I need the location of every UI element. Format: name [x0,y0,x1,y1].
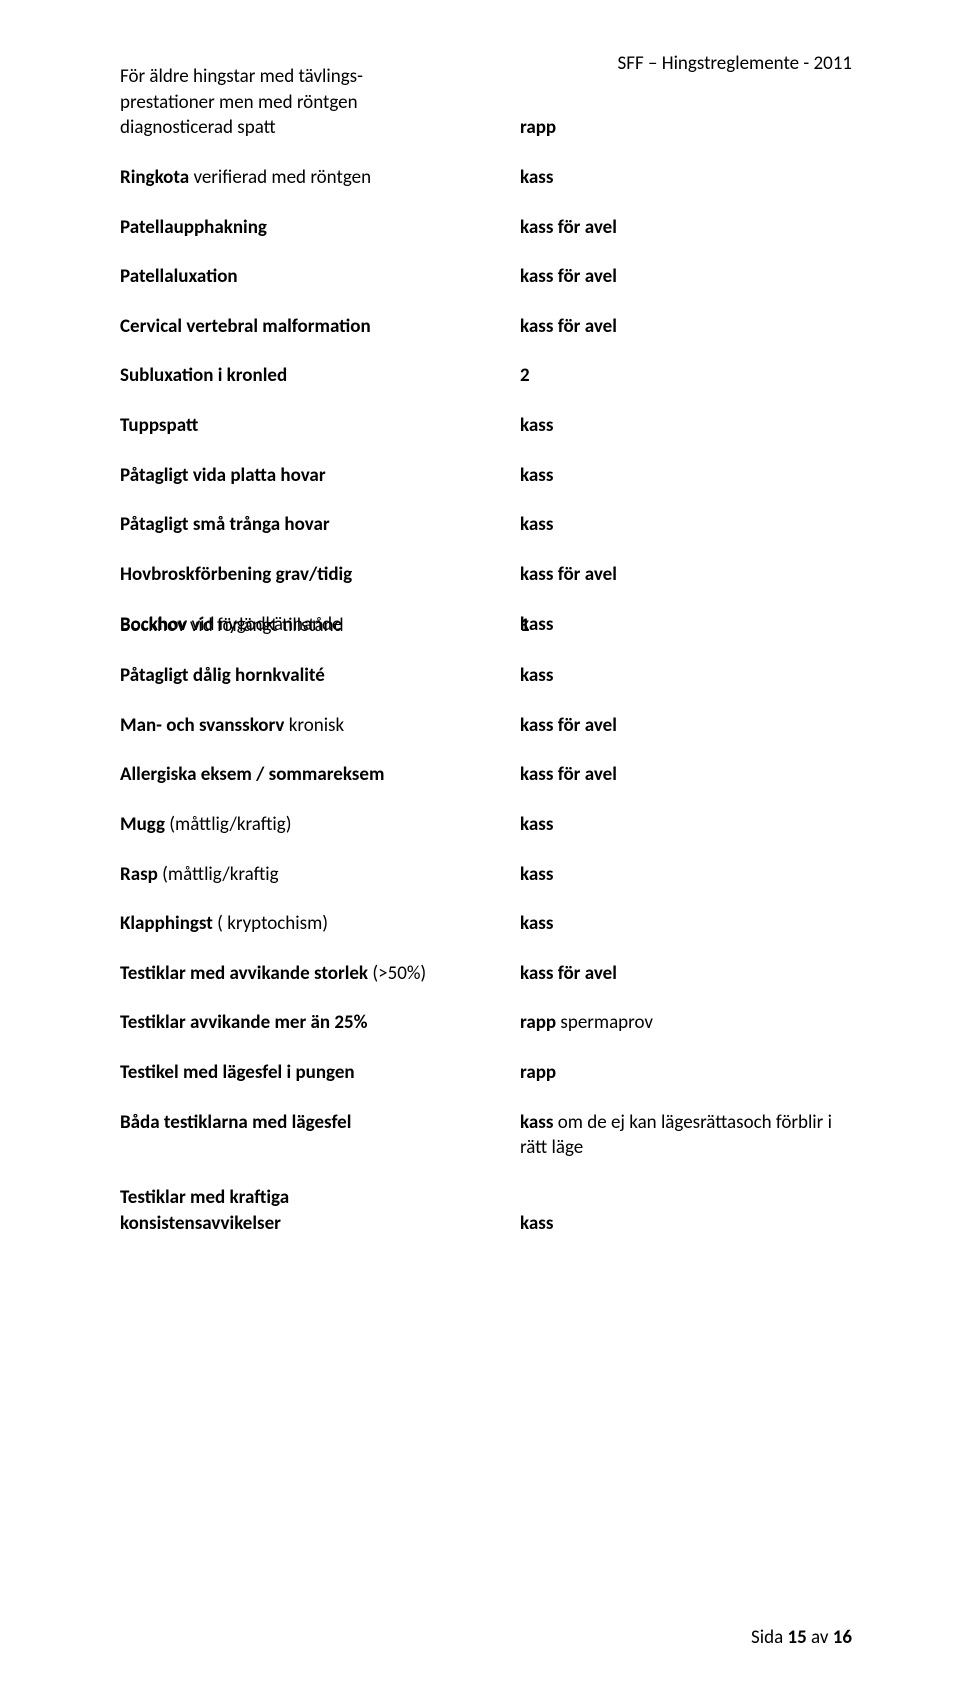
row-label: Rasp (måttlig/kraftig [120,862,520,888]
page-of-label: av [807,1626,833,1649]
row-label: Påtagligt dålig hornkvalité [120,663,520,689]
row-value: kass för avel [520,314,852,340]
row-value: kass [520,663,852,689]
page-number: 15 [788,1626,807,1649]
row-label: Patellaluxation [120,264,520,290]
row-value: kass [520,512,852,538]
content-row: Testiklar avvikande mer än 25%rapp sperm… [120,1010,852,1036]
row-value: kass [520,1185,852,1236]
content-row: Klapphingst ( kryptochism)kass [120,911,852,937]
document-page: SFF – Hingstreglemente - 2011 För äldre … [0,0,960,1701]
content-row: Bockhov vid förlängt tillstånd1 [120,613,852,639]
row-label: Patellaupphakning [120,215,520,241]
row-label: Testiklar med avvikande storlek (>50%) [120,961,520,987]
page-footer: Sida 15 av 16 [751,1626,852,1649]
row-label: Hovbroskförbening grav/tidig [120,562,520,588]
row-value: 2 [520,363,852,389]
row-value: kass för avel [520,762,852,788]
row-value: kass om de ej kan lägesrättasoch förblir… [520,1110,852,1161]
row-label: Man- och svansskorv kronisk [120,713,520,739]
row-value: 1 [520,613,852,639]
page-total: 16 [833,1626,852,1649]
row-label: Cervical vertebral malformation [120,314,520,340]
document-header: SFF – Hingstreglemente - 2011 [617,52,852,75]
row-label: Allergiska eksem / sommareksem [120,762,520,788]
row-value: kass för avel [520,264,852,290]
content-row: Testiklar med kraftigakonsistensavvikels… [120,1185,852,1236]
content-row: Cervical vertebral malformationkass för … [120,314,852,340]
content-row: Rasp (måttlig/kraftigkass [120,862,852,888]
row-label: Båda testiklarna med lägesfel [120,1110,520,1136]
row-label: Testikel med lägesfel i pungen [120,1060,520,1086]
row-label: Mugg (måttlig/kraftig) [120,812,520,838]
content-row: Ringkota verifierad med röntgenkass [120,165,852,191]
row-value: kass [520,911,852,937]
row-value: kass för avel [520,713,852,739]
row-value: kass [520,413,852,439]
row-label: Bockhov vid förlängt tillstånd [120,613,520,639]
row-label: Klapphingst ( kryptochism) [120,911,520,937]
content-row: Man- och svansskorv kroniskkass för avel [120,713,852,739]
row-label: Tuppspatt [120,413,520,439]
content-row: För äldre hingstar med tävlings-prestati… [120,64,852,141]
content-row: Hovbroskförbening grav/tidigkass för ave… [120,562,852,588]
content-row: Subluxation i kronled2 [120,363,852,389]
row-value: kass [520,165,852,191]
content-body: För äldre hingstar med tävlings-prestati… [120,64,852,1236]
content-row: Tuppspattkass [120,413,852,439]
content-row: Mugg (måttlig/kraftig)kass [120,812,852,838]
row-label: Subluxation i kronled [120,363,520,389]
row-value: kass för avel [520,961,852,987]
row-label: Testiklar med kraftigakonsistensavvikels… [120,1185,520,1236]
page-label: Sida [751,1626,787,1649]
row-label: Ringkota verifierad med röntgen [120,165,520,191]
row-value: kass [520,463,852,489]
row-label: Testiklar avvikande mer än 25% [120,1010,520,1036]
content-row: Testikel med lägesfel i pungenrapp [120,1060,852,1086]
row-value: rapp spermaprov [520,1010,852,1036]
content-row: Påtagligt små trånga hovarkass [120,512,852,538]
content-row: Testiklar med avvikande storlek (>50%)ka… [120,961,852,987]
row-value: rapp [520,64,852,141]
row-value: kass för avel [520,562,852,588]
row-label: Påtagligt vida platta hovar [120,463,520,489]
content-row: Påtagligt dålig hornkvalitékass [120,663,852,689]
row-value: kass [520,812,852,838]
content-row: Påtagligt vida platta hovarkass [120,463,852,489]
content-row: Patellaluxationkass för avel [120,264,852,290]
row-label: Påtagligt små trånga hovar [120,512,520,538]
content-row: Patellaupphakningkass för avel [120,215,852,241]
row-value: kass [520,862,852,888]
row-value: rapp [520,1060,852,1086]
content-row: Båda testiklarna med lägesfelkass om de … [120,1110,852,1161]
row-value: kass för avel [520,215,852,241]
content-row: Allergiska eksem / sommareksemkass för a… [120,762,852,788]
row-label: För äldre hingstar med tävlings-prestati… [120,64,520,141]
